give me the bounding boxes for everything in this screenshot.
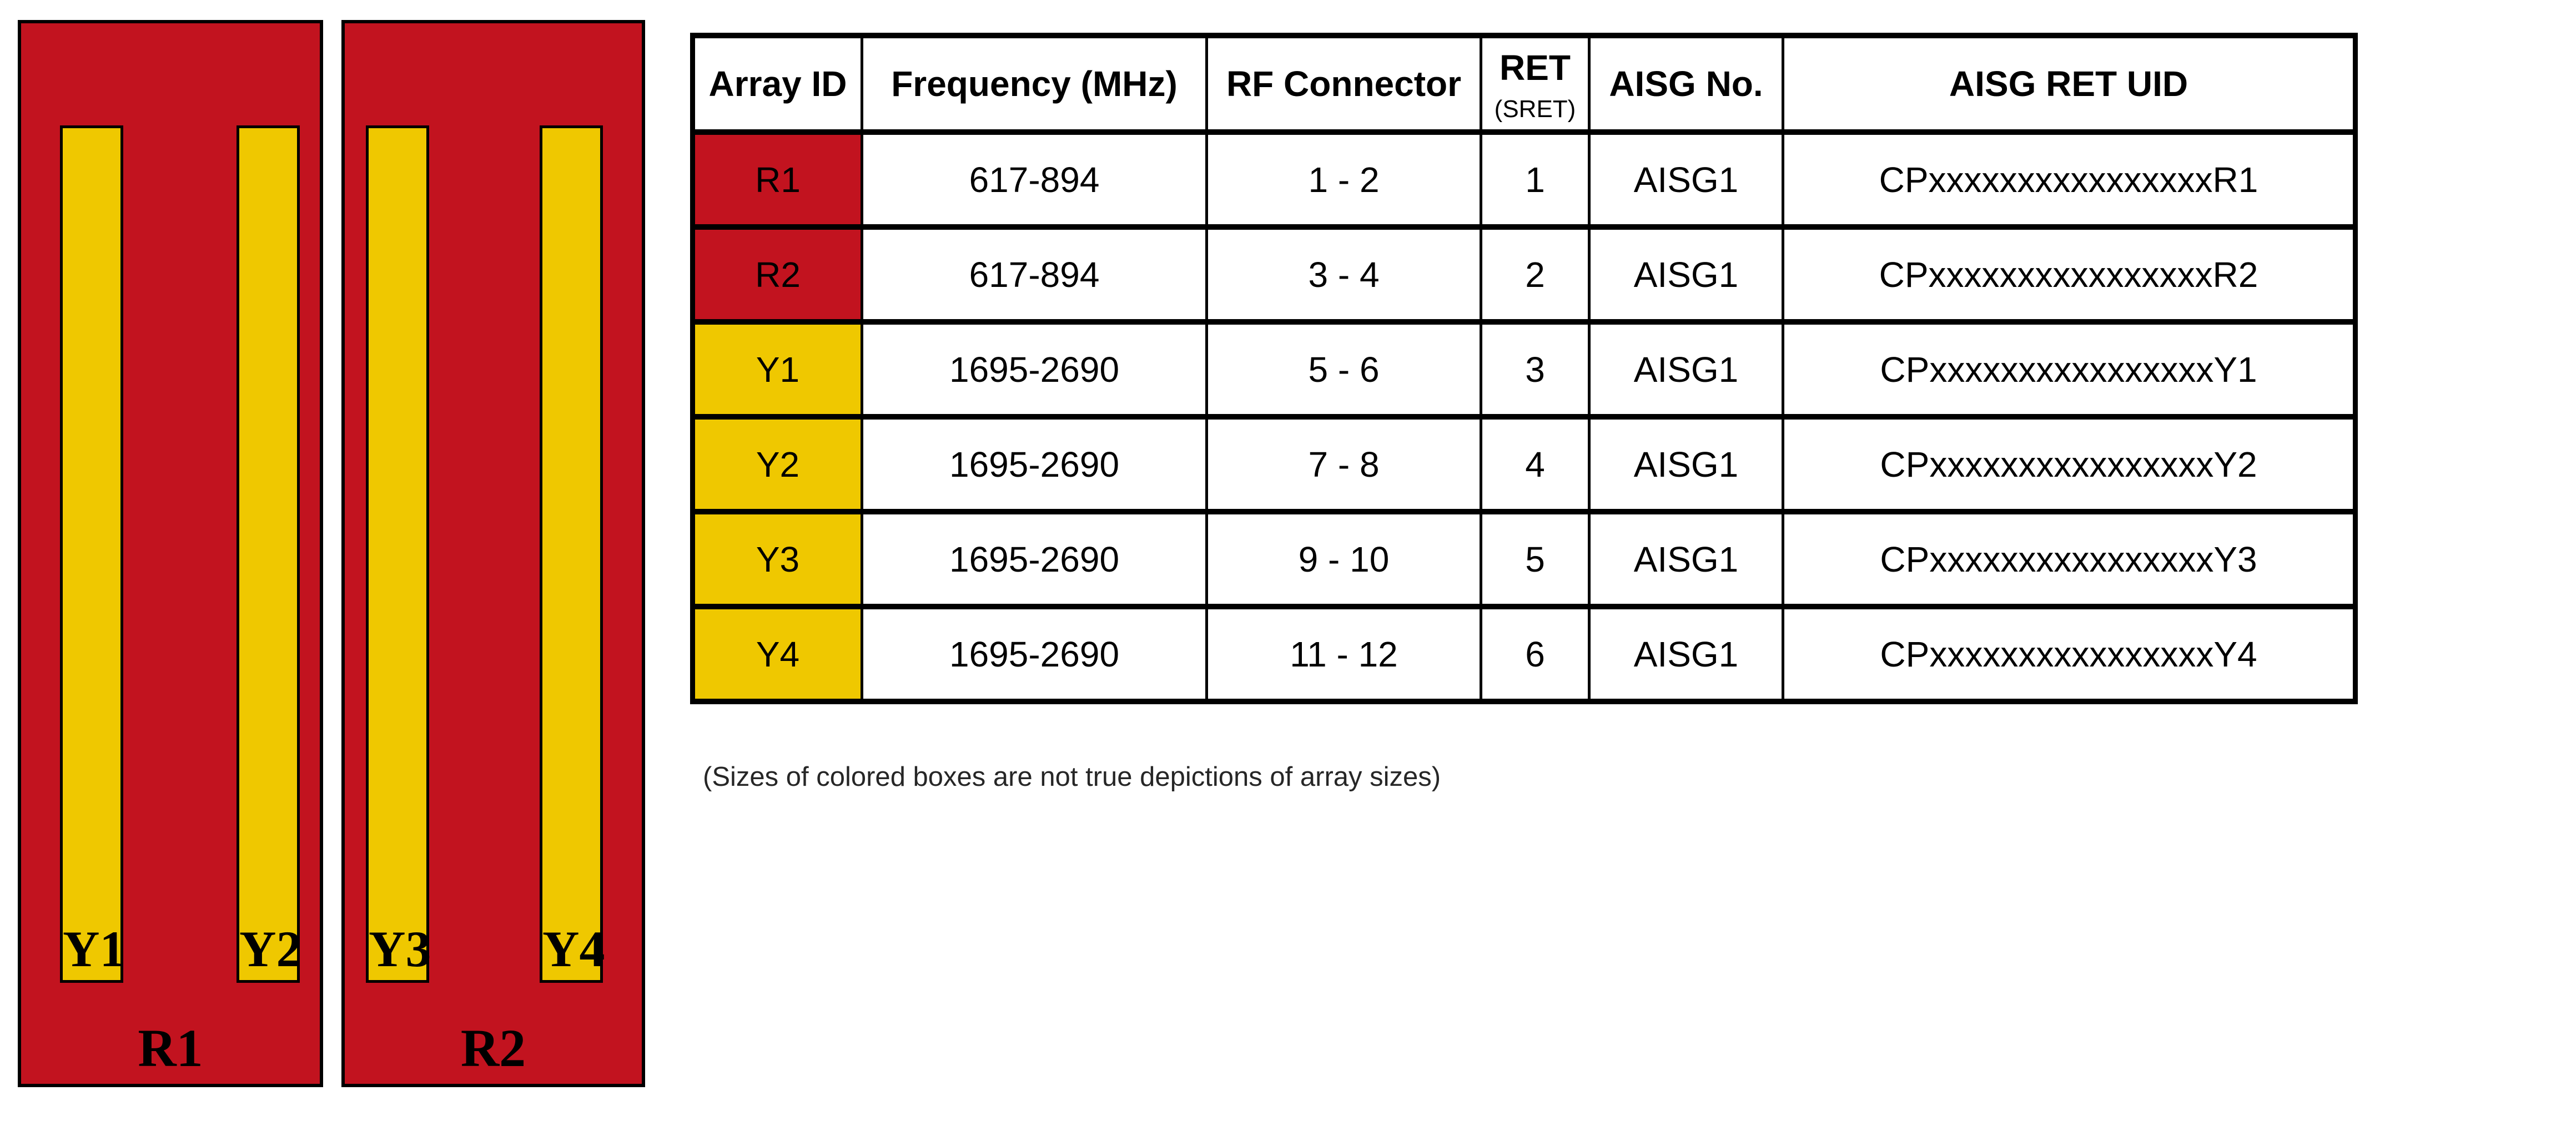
cell-ret: 2 xyxy=(1480,224,1591,325)
cell-frequency: 1695-2690 xyxy=(861,509,1208,609)
header-rf-connector: RF Connector xyxy=(1205,33,1482,135)
cell-rf-connector: 7 - 8 xyxy=(1205,414,1482,514)
cell-ret: 6 xyxy=(1480,604,1591,704)
header-row: Array ID Frequency (MHz) RF Connector RE… xyxy=(691,33,2357,135)
header-array-id: Array ID xyxy=(691,33,863,135)
table-row: Y4 1695-2690 11 - 12 6 AISG1 CPxxxxxxxxx… xyxy=(691,604,2357,704)
cell-aisg-no: AISG1 xyxy=(1588,604,1784,704)
header-aisg-no: AISG No. xyxy=(1588,33,1784,135)
cell-aisg-ret-uid: CPxxxxxxxxxxxxxxxxY4 xyxy=(1782,604,2357,704)
cell-aisg-no: AISG1 xyxy=(1588,224,1784,325)
cell-aisg-no: AISG1 xyxy=(1588,129,1784,230)
table-row: R1 617-894 1 - 2 1 AISG1 CPxxxxxxxxxxxxx… xyxy=(691,129,2357,230)
red-array-panel-r1: Y1 Y2 R1 xyxy=(18,20,323,1087)
array-spec-table: Array ID Frequency (MHz) RF Connector RE… xyxy=(690,33,2358,704)
panel-label-r1: R1 xyxy=(138,1018,203,1078)
table-row: Y1 1695-2690 5 - 6 3 AISG1 CPxxxxxxxxxxx… xyxy=(691,319,2357,420)
cell-rf-connector: 3 - 4 xyxy=(1205,224,1482,325)
cell-aisg-no: AISG1 xyxy=(1588,319,1784,420)
note-text: (Sizes of colored boxes are not true dep… xyxy=(703,762,1441,792)
cell-rf-connector: 11 - 12 xyxy=(1205,604,1482,704)
cell-frequency: 1695-2690 xyxy=(861,319,1208,420)
panel-label-r2: R2 xyxy=(460,1018,526,1078)
array-label-y2: Y2 xyxy=(239,921,302,977)
table-row: Y3 1695-2690 9 - 10 5 AISG1 CPxxxxxxxxxx… xyxy=(691,509,2357,609)
cell-rf-connector: 1 - 2 xyxy=(1205,129,1482,230)
cell-frequency: 1695-2690 xyxy=(861,414,1208,514)
cell-array-id: Y3 xyxy=(691,509,863,609)
table-row: R2 617-894 3 - 4 2 AISG1 CPxxxxxxxxxxxxx… xyxy=(691,224,2357,325)
header-ret-label: RET xyxy=(1500,47,1571,88)
cell-aisg-ret-uid: CPxxxxxxxxxxxxxxxxY3 xyxy=(1782,509,2357,609)
header-aisg-ret-uid: AISG RET UID xyxy=(1782,33,2357,135)
yellow-array-bar-y3: Y3 xyxy=(366,125,431,983)
cell-aisg-ret-uid: CPxxxxxxxxxxxxxxxxR1 xyxy=(1782,129,2357,230)
array-label-y1: Y1 xyxy=(63,921,125,977)
yellow-array-bar-y2: Y2 xyxy=(237,125,302,983)
cell-ret: 1 xyxy=(1480,129,1591,230)
header-sret-label: (SRET) xyxy=(1494,95,1576,123)
cell-aisg-ret-uid: CPxxxxxxxxxxxxxxxxY1 xyxy=(1782,319,2357,420)
header-ret: RET (SRET) xyxy=(1480,33,1591,135)
cell-array-id: Y4 xyxy=(691,604,863,704)
array-label-y3: Y3 xyxy=(369,921,431,977)
header-frequency: Frequency (MHz) xyxy=(861,33,1208,135)
cell-array-id: Y2 xyxy=(691,414,863,514)
cell-aisg-ret-uid: CPxxxxxxxxxxxxxxxxY2 xyxy=(1782,414,2357,514)
cell-array-id: Y1 xyxy=(691,319,863,420)
cell-array-id: R1 xyxy=(691,129,863,230)
cell-frequency: 617-894 xyxy=(861,224,1208,325)
cell-aisg-no: AISG1 xyxy=(1588,509,1784,609)
cell-rf-connector: 9 - 10 xyxy=(1205,509,1482,609)
cell-frequency: 1695-2690 xyxy=(861,604,1208,704)
array-label-y4: Y4 xyxy=(542,921,605,977)
cell-array-id: R2 xyxy=(691,224,863,325)
cell-ret: 4 xyxy=(1480,414,1591,514)
cell-aisg-no: AISG1 xyxy=(1588,414,1784,514)
table-row: Y2 1695-2690 7 - 8 4 AISG1 CPxxxxxxxxxxx… xyxy=(691,414,2357,514)
red-array-panel-r2: Y3 Y4 R2 xyxy=(341,20,645,1087)
cell-rf-connector: 5 - 6 xyxy=(1205,319,1482,420)
yellow-array-bar-y1: Y1 xyxy=(60,125,125,983)
yellow-array-bar-y4: Y4 xyxy=(540,125,605,983)
cell-ret: 3 xyxy=(1480,319,1591,420)
cell-ret: 5 xyxy=(1480,509,1591,609)
cell-frequency: 617-894 xyxy=(861,129,1208,230)
cell-aisg-ret-uid: CPxxxxxxxxxxxxxxxxR2 xyxy=(1782,224,2357,325)
